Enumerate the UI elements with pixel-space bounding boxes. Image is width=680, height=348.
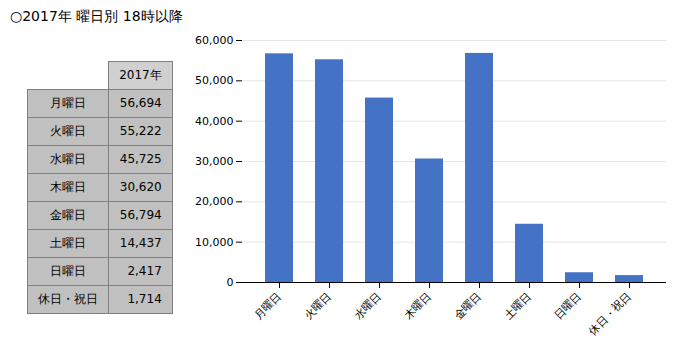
html-text:土曜日: 土曜日 xyxy=(50,235,87,250)
svg-text:60,000: 60,000 xyxy=(195,34,234,47)
html-text:55,222: 55,222 xyxy=(119,124,162,138)
svg-text:0: 0 xyxy=(227,276,234,289)
svg-text:金曜日: 金曜日 xyxy=(452,290,485,323)
html-text:金曜日: 金曜日 xyxy=(50,207,87,222)
svg-text:火曜日: 火曜日 xyxy=(302,290,335,323)
svg-text:木曜日: 木曜日 xyxy=(402,290,435,323)
svg-text:水曜日: 水曜日 xyxy=(352,290,385,323)
html-text:日曜日: 日曜日 xyxy=(50,263,87,278)
svg-text:日曜日: 日曜日 xyxy=(552,290,585,323)
html-text:月曜日: 月曜日 xyxy=(50,95,87,110)
html-text:30,620: 30,620 xyxy=(119,180,162,194)
html-text:木曜日: 木曜日 xyxy=(50,179,87,194)
html-text:火曜日: 火曜日 xyxy=(50,123,87,138)
html-text:14,437: 14,437 xyxy=(119,236,162,250)
svg-text:20,000: 20,000 xyxy=(195,195,234,208)
html-text:45,725: 45,725 xyxy=(119,152,162,166)
svg-text:土曜日: 土曜日 xyxy=(502,290,535,323)
html-text:1,714: 1,714 xyxy=(127,292,162,306)
html-text:56,794: 56,794 xyxy=(119,208,162,222)
html-text:56,694: 56,694 xyxy=(119,96,162,110)
svg-text:30,000: 30,000 xyxy=(195,155,234,168)
svg-text:40,000: 40,000 xyxy=(195,115,234,128)
svg-text:50,000: 50,000 xyxy=(195,74,234,87)
html-text:休日・祝日: 休日・祝日 xyxy=(38,291,99,306)
html-text:水曜日: 水曜日 xyxy=(50,151,87,166)
svg-text:10,000: 10,000 xyxy=(195,236,234,249)
svg-text:月曜日: 月曜日 xyxy=(252,290,285,323)
html-text:2017年: 2017年 xyxy=(119,67,162,82)
html-text:○2017年 曜日別 18時以降: ○2017年 曜日別 18時以降 xyxy=(10,8,183,24)
html-text:2,417: 2,417 xyxy=(127,264,162,278)
svg-text:休日・祝日: 休日・祝日 xyxy=(586,290,634,338)
